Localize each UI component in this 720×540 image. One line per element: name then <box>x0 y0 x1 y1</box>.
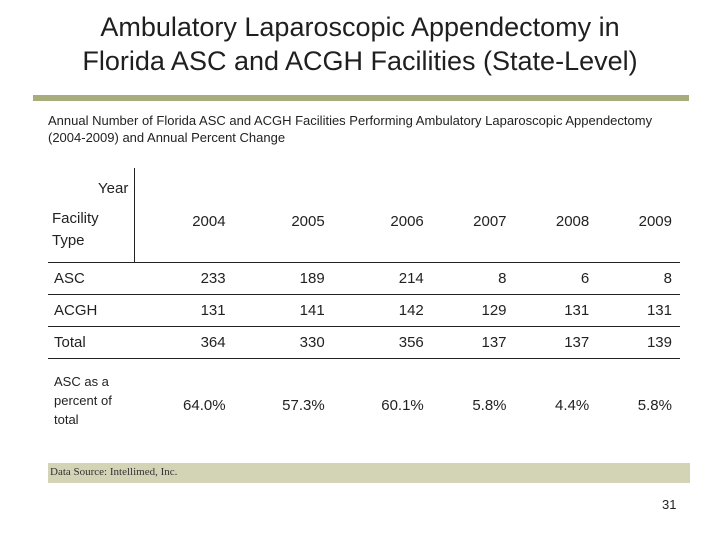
cell: 4.4% <box>555 396 590 414</box>
table-caption: Annual Number of Florida ASC and ACGH Fa… <box>48 113 653 145</box>
cell: 141 <box>233 294 333 327</box>
table-header-row: Year Facility Type 2004 2005 2006 2007 2… <box>48 168 680 263</box>
year-header-2005: 2005 <box>233 168 333 263</box>
cell: 137 <box>514 326 598 359</box>
cell: 129 <box>431 294 515 327</box>
cell: 189 <box>233 262 333 295</box>
cell: 131 <box>514 294 598 327</box>
year-header-2008: 2008 <box>514 168 598 263</box>
cell: 131 <box>597 294 680 327</box>
facilities-table: Year Facility Type 2004 2005 2006 2007 2… <box>48 168 680 441</box>
year-header-2007: 2007 <box>431 168 515 263</box>
cell: 6 <box>514 262 598 295</box>
year-header: Year <box>98 180 129 197</box>
table-row-asc: ASC 233 189 214 8 6 8 <box>48 262 680 295</box>
facility-type-header: Facility Type <box>52 208 99 252</box>
year-header-2009: 2009 <box>597 168 680 263</box>
cell: 8 <box>431 262 515 295</box>
cell: 137 <box>431 326 515 359</box>
table-row-total: Total 364 330 356 137 137 139 <box>48 326 680 359</box>
source-bar <box>48 463 690 483</box>
data-source-note: Data Source: Intellimed, Inc. <box>50 466 178 478</box>
cell: 364 <box>134 326 234 359</box>
row-label-asc-percent-line-3: total <box>54 411 79 427</box>
row-label-asc-percent: ASC as a percent of total <box>48 359 135 442</box>
cell: 139 <box>597 326 680 359</box>
row-label-acgh: ACGH <box>48 294 135 327</box>
cell: 142 <box>332 294 432 327</box>
cell: 8 <box>597 262 680 295</box>
cell: 64.0% <box>183 396 226 414</box>
table-row-acgh: ACGH 131 141 142 129 131 131 <box>48 294 680 327</box>
cell: 5.8% <box>637 396 672 414</box>
slide-title: Ambulatory Laparoscopic Appendectomy in … <box>0 10 720 78</box>
cell: 5.8% <box>472 396 507 414</box>
facility-type-header-line-1: Facility <box>52 210 99 227</box>
row-label-asc-percent-line-1: ASC as a <box>54 373 109 389</box>
cell: 57.3% <box>282 396 325 414</box>
cell: 131 <box>134 294 234 327</box>
slide-title-line-2: Florida ASC and ACGH Facilities (State-L… <box>82 46 638 76</box>
page-number: 31 <box>662 497 677 512</box>
cell: 233 <box>134 262 234 295</box>
cell: 60.1% <box>381 396 424 414</box>
table-row-asc-percent: ASC as a percent of total 64.0% 57.3% 60… <box>48 359 680 442</box>
year-header-2006: 2006 <box>332 168 432 263</box>
cell: 214 <box>332 262 432 295</box>
row-label-total: Total <box>48 326 135 359</box>
slide-title-line-1: Ambulatory Laparoscopic Appendectomy in <box>100 12 620 42</box>
facility-type-header-line-2: Type <box>52 232 85 249</box>
row-label-asc-percent-line-2: percent of <box>54 392 112 408</box>
row-label-asc: ASC <box>48 262 135 295</box>
cell: 356 <box>332 326 432 359</box>
year-header-2004: 2004 <box>133 168 234 263</box>
cell: 330 <box>233 326 333 359</box>
title-divider-bar <box>33 95 689 101</box>
table-corner-header: Year Facility Type <box>48 168 135 263</box>
